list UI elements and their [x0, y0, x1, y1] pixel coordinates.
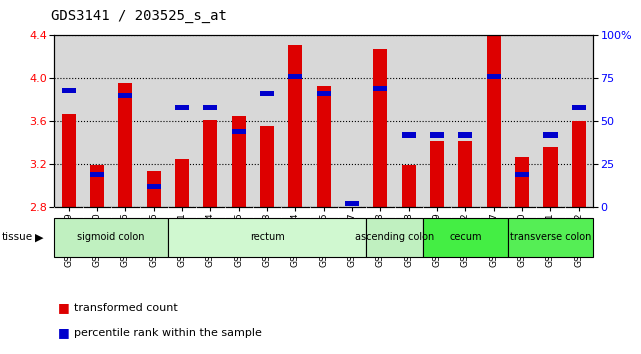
Text: rectum: rectum [249, 232, 285, 242]
Bar [515, 157, 529, 207]
Bar [430, 132, 444, 138]
Bar [90, 172, 104, 177]
Text: GDS3141 / 203525_s_at: GDS3141 / 203525_s_at [51, 9, 227, 23]
Text: sigmoid colon: sigmoid colon [78, 232, 145, 242]
Bar [175, 159, 189, 207]
Bar [458, 141, 472, 207]
Bar [458, 132, 472, 138]
Bar [260, 91, 274, 96]
Bar [147, 171, 161, 207]
Bar [544, 132, 558, 138]
Text: ascending colon: ascending colon [355, 232, 434, 242]
Bar [231, 116, 246, 207]
Bar [203, 120, 217, 207]
Text: tissue: tissue [1, 232, 33, 242]
Bar [544, 147, 558, 207]
Bar [487, 35, 501, 207]
Bar [430, 141, 444, 207]
Bar [203, 105, 217, 110]
Bar [90, 165, 104, 207]
Bar [366, 218, 423, 257]
Bar [231, 129, 246, 134]
Bar [62, 114, 76, 207]
Bar [515, 172, 529, 177]
Bar [572, 121, 586, 207]
Bar [402, 165, 416, 207]
Bar [54, 218, 168, 257]
Text: ▶: ▶ [35, 232, 44, 242]
Bar [373, 49, 387, 207]
Bar [168, 218, 366, 257]
Bar [317, 86, 331, 207]
Text: ■: ■ [58, 302, 69, 314]
Bar [288, 45, 303, 207]
Bar [118, 82, 133, 207]
Bar [62, 88, 76, 93]
Text: cecum: cecum [449, 232, 481, 242]
Bar [147, 184, 161, 189]
Bar [373, 86, 387, 91]
Bar [572, 105, 586, 110]
Bar [260, 126, 274, 207]
Bar [118, 93, 133, 98]
Text: percentile rank within the sample: percentile rank within the sample [74, 328, 262, 338]
Bar [317, 91, 331, 96]
Text: transformed count: transformed count [74, 303, 178, 313]
Bar [423, 218, 508, 257]
Bar [345, 201, 359, 206]
Bar [508, 218, 593, 257]
Bar [288, 74, 303, 79]
Bar [487, 74, 501, 79]
Text: transverse colon: transverse colon [510, 232, 591, 242]
Bar [402, 132, 416, 138]
Text: ■: ■ [58, 326, 69, 339]
Bar [175, 105, 189, 110]
